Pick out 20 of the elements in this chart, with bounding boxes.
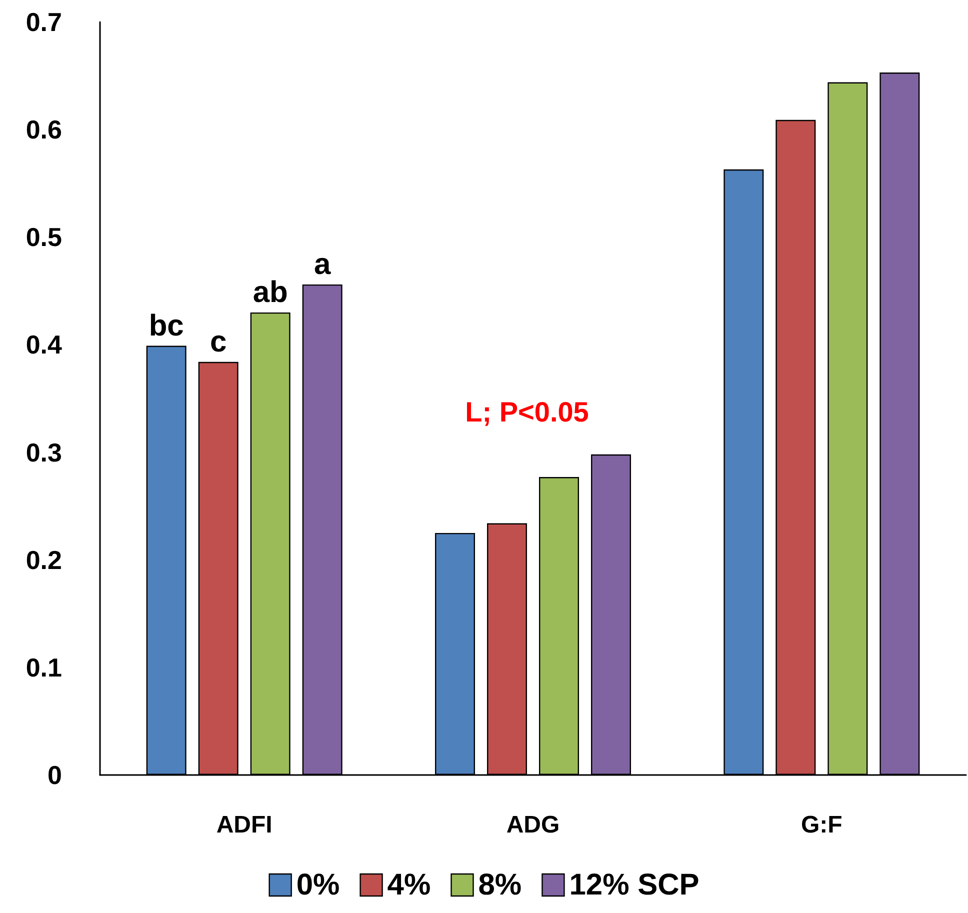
data-label: ab <box>252 276 288 309</box>
y-tick-label: 0.5 <box>26 222 62 252</box>
x-tick-label: ADFI <box>216 812 272 838</box>
y-tick-label: 0.2 <box>26 544 62 575</box>
data-label: bc <box>148 309 184 342</box>
y-tick-label: 0 <box>48 760 62 790</box>
annotation: L; P<0.05 <box>465 396 589 428</box>
x-tick-label: G:F <box>801 812 842 838</box>
y-tick-label: 0.3 <box>26 437 62 468</box>
legend-label: 8% <box>478 868 522 902</box>
y-tick-label: 0.1 <box>26 652 62 682</box>
legend-label: 4% <box>387 868 431 902</box>
y-tick-label: 0.6 <box>26 114 62 145</box>
data-label: a <box>314 248 331 281</box>
legend-label: 0% <box>296 868 340 902</box>
legend-label: 12% SCP <box>569 868 700 902</box>
x-tick-label: ADG <box>506 812 560 838</box>
y-tick-label: 0.4 <box>26 330 63 360</box>
data-label: c <box>210 325 227 358</box>
y-tick-label: 0.7 <box>26 7 62 37</box>
